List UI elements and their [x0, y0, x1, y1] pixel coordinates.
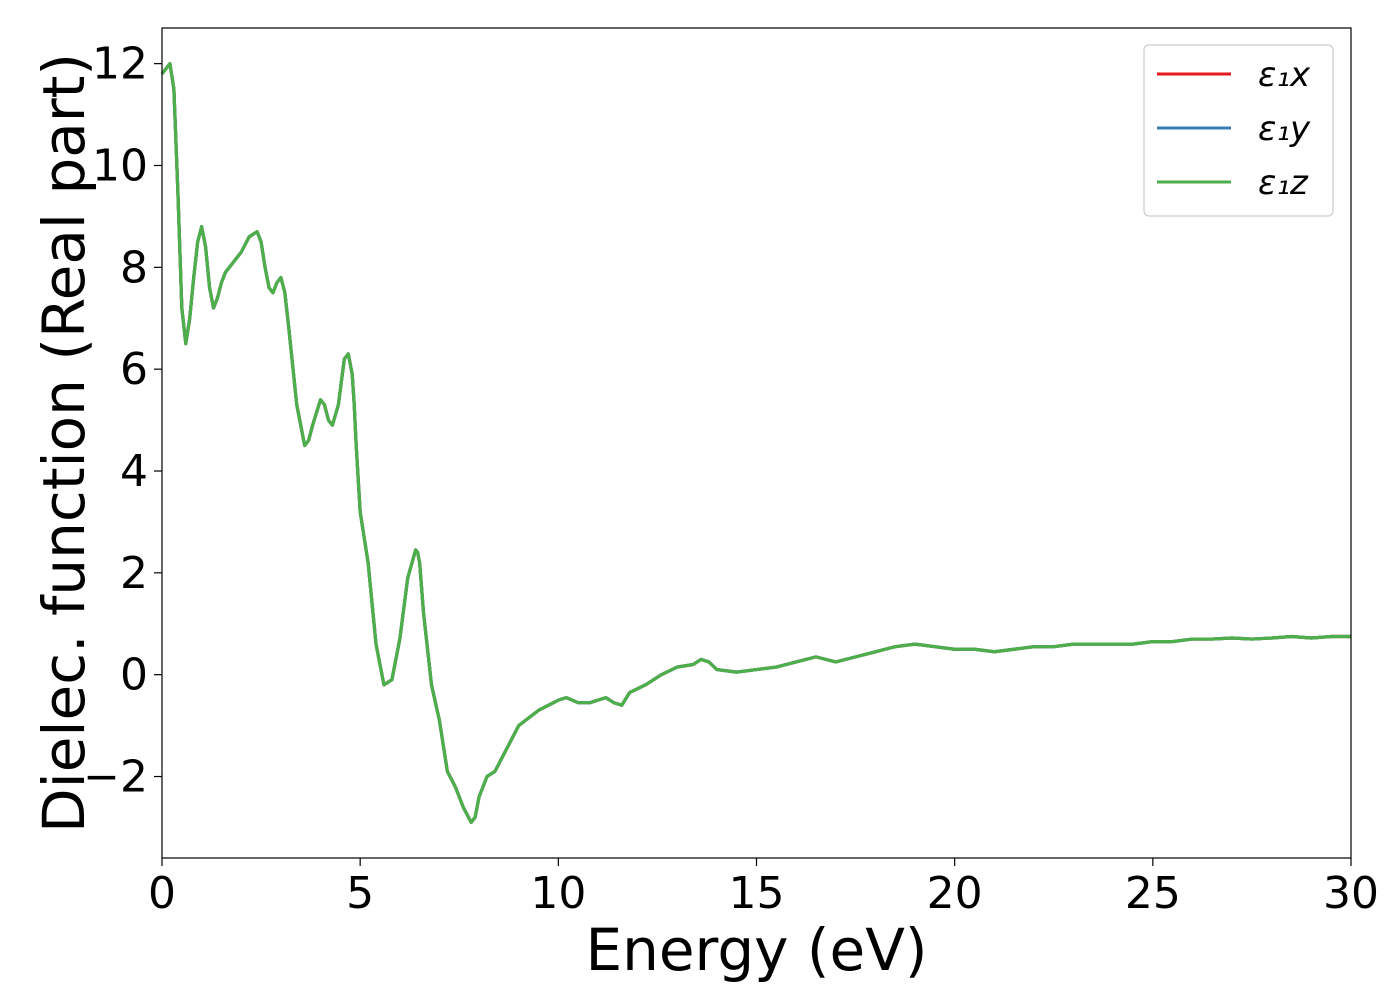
x-tick-label: 30: [1323, 868, 1379, 919]
x-tick-label: 5: [346, 868, 374, 919]
legend-label-3: ε₁z: [1258, 163, 1309, 203]
x-tick-label: 25: [1125, 868, 1181, 919]
x-axis-label: Energy (eV): [585, 916, 927, 984]
y-tick-label: 4: [120, 446, 148, 497]
x-tick-label: 15: [729, 868, 785, 919]
y-tick-label: 2: [120, 548, 148, 599]
legend: ε₁x ε₁y ε₁z: [1143, 44, 1334, 217]
x-axis: 0 5 10 15 20 25 30: [148, 858, 1379, 919]
series-line-3: [160, 62, 1351, 824]
y-axis: −2 0 2 4 6 8 10 12: [83, 39, 162, 803]
y-tick-label: 12: [92, 39, 148, 90]
legend-label-1: ε₁x: [1258, 55, 1311, 95]
x-tick-label: 10: [530, 868, 586, 919]
y-tick-label: 8: [120, 242, 148, 293]
y-tick-label: 0: [120, 650, 148, 701]
x-tick-label: 0: [148, 868, 176, 919]
legend-label-2: ε₁y: [1258, 109, 1311, 149]
x-tick-label: 20: [927, 868, 983, 919]
y-tick-label: 10: [92, 140, 148, 191]
legend-box: [1143, 44, 1334, 217]
series-layer: [160, 62, 1351, 824]
y-tick-label: −2: [83, 752, 148, 803]
y-tick-label: 6: [120, 344, 148, 395]
y-axis-label: Dielec. function (Real part): [30, 53, 98, 833]
